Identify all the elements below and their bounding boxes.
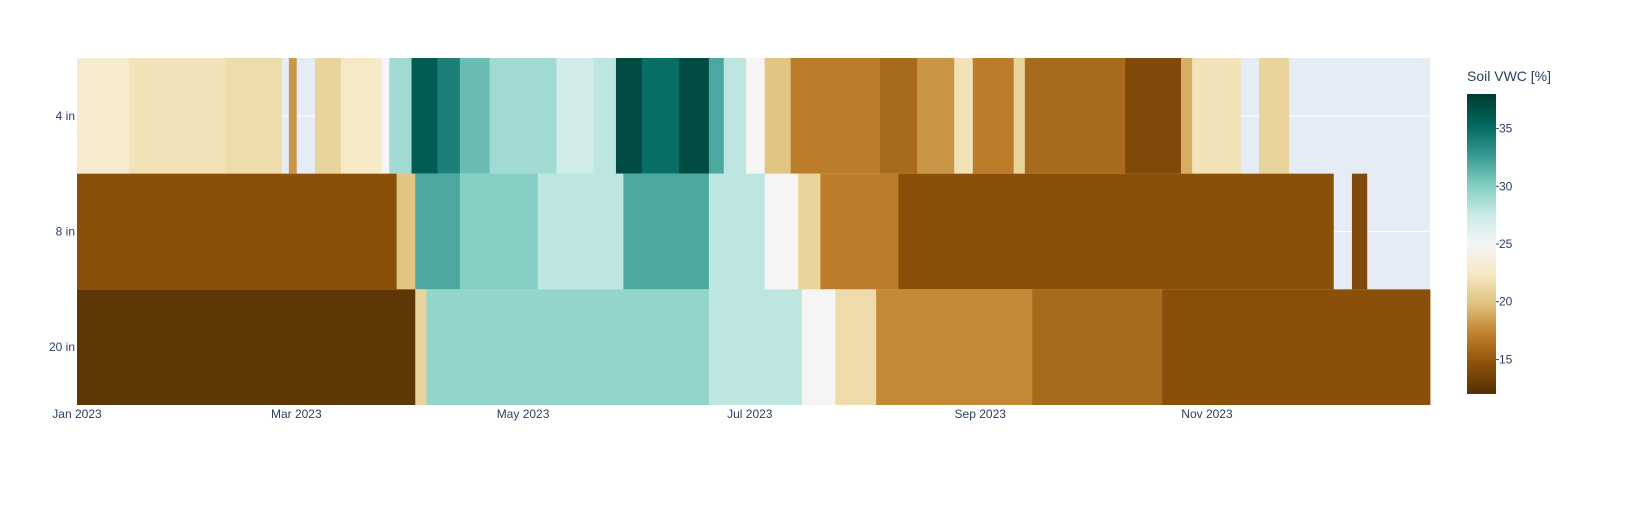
heatmap-cell xyxy=(1180,58,1193,174)
x-tick-label: Jan 2023 xyxy=(52,407,102,421)
colorbar-tick-label: 15 xyxy=(1499,352,1513,366)
heatmap-cell xyxy=(615,58,643,174)
heatmap-cell xyxy=(459,58,490,174)
heatmap-cell xyxy=(459,173,539,290)
heatmap-cell xyxy=(623,173,710,290)
x-tick-label: Nov 2023 xyxy=(1181,407,1233,421)
heatmap-row-1 xyxy=(77,58,1290,174)
heatmap-cell xyxy=(898,173,1334,290)
heatmap-cell xyxy=(537,173,624,290)
heatmap-cell xyxy=(411,58,438,174)
heatmap-cell xyxy=(764,173,799,290)
heatmap-cell xyxy=(1259,58,1290,174)
heatmap-cell xyxy=(1351,173,1368,290)
heatmap-cell xyxy=(225,58,282,174)
heatmap-cell xyxy=(593,58,617,174)
heatmap-cell xyxy=(954,58,974,174)
heatmap-cell xyxy=(1013,58,1026,174)
x-tick-label: May 2023 xyxy=(497,407,550,421)
heatmap-cell xyxy=(340,58,383,174)
heatmap-cell xyxy=(972,58,1015,174)
y-tick-label: 8 in xyxy=(56,225,75,239)
heatmap-cell xyxy=(679,58,710,174)
heatmap-cells xyxy=(77,58,1431,405)
heatmap-cell xyxy=(129,58,227,174)
y-axis-tick-labels: 4 in 8 in 20 in xyxy=(49,109,75,354)
heatmap-cell xyxy=(641,58,680,174)
heatmap-cell xyxy=(389,58,412,174)
colorbar-title: Soil VWC [%] xyxy=(1467,68,1551,84)
heatmap-row-2 xyxy=(77,173,1368,290)
heatmap-cell xyxy=(801,289,836,405)
heatmap-cell xyxy=(77,289,416,405)
x-tick-label: Mar 2023 xyxy=(271,407,322,421)
heatmap-cell xyxy=(1162,289,1431,405)
heatmap-cell xyxy=(879,58,918,174)
heatmap-cell xyxy=(708,173,766,290)
x-axis-tick-labels: Jan 2023 Mar 2023 May 2023 Jul 2023 Sep 2023… xyxy=(52,407,1233,421)
heatmap-cell xyxy=(1032,289,1163,405)
heatmap-cell xyxy=(1125,58,1182,174)
heatmap-cell xyxy=(708,289,803,405)
y-tick-label: 4 in xyxy=(56,109,75,123)
heatmap-cell xyxy=(77,173,398,290)
heatmap-cell xyxy=(1192,58,1241,174)
x-tick-label: Sep 2023 xyxy=(955,407,1007,421)
heatmap-row-3 xyxy=(77,289,1431,405)
heatmap-cell xyxy=(746,58,766,174)
heatmap-cell xyxy=(556,58,595,174)
colorbar-gradient xyxy=(1467,94,1496,394)
heatmap-cell xyxy=(415,173,461,290)
colorbar-tick-label: 25 xyxy=(1499,237,1513,251)
heatmap-cell xyxy=(426,289,710,405)
colorbar-tick-label: 30 xyxy=(1499,179,1513,193)
heatmap-cell xyxy=(708,58,725,174)
y-tick-label: 20 in xyxy=(49,340,75,354)
heatmap-cell xyxy=(876,289,1033,405)
heatmap-cell xyxy=(798,173,821,290)
heatmap-cell xyxy=(489,58,557,174)
heatmap-cell xyxy=(820,173,899,290)
heatmap-cell xyxy=(314,58,342,174)
heatmap-cell xyxy=(790,58,881,174)
x-tick-label: Jul 2023 xyxy=(727,407,773,421)
heatmap-cell xyxy=(835,289,877,405)
heatmap-cell xyxy=(1024,58,1126,174)
heatmap-cell xyxy=(917,58,955,174)
heatmap-cell xyxy=(288,58,297,174)
colorbar-tick-label: 35 xyxy=(1499,122,1513,136)
heatmap-cell xyxy=(415,289,427,405)
colorbar-tick-label: 20 xyxy=(1499,295,1513,309)
heatmap-cell xyxy=(764,58,792,174)
heatmap-cell xyxy=(723,58,747,174)
colorbar: Soil VWC [%] 15 20 25 30 35 xyxy=(1467,68,1551,394)
heatmap-cell xyxy=(437,58,461,174)
heatmap-cell xyxy=(381,58,390,174)
heatmap-cell xyxy=(77,58,130,174)
heatmap-cell xyxy=(396,173,416,290)
